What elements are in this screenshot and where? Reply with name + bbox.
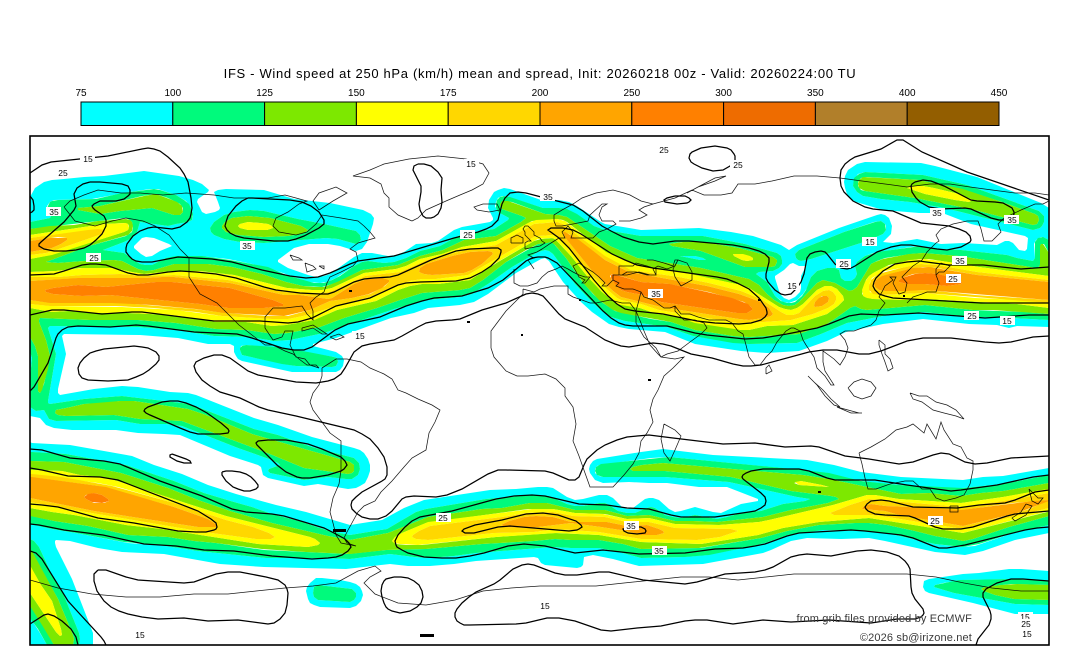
svg-text:25: 25 — [463, 230, 473, 240]
svg-text:450: 450 — [991, 88, 1008, 99]
svg-text:25: 25 — [438, 513, 448, 523]
svg-text:IFS - Wind speed at 250 hPa (k: IFS - Wind speed at 250 hPa (km/h) mean … — [224, 66, 857, 81]
svg-text:15: 15 — [135, 630, 145, 640]
svg-text:25: 25 — [1021, 619, 1031, 629]
svg-text:25: 25 — [967, 311, 977, 321]
svg-text:15: 15 — [1020, 612, 1030, 622]
svg-text:35: 35 — [543, 192, 553, 202]
svg-text:15: 15 — [466, 159, 476, 169]
svg-text:400: 400 — [899, 88, 916, 99]
svg-text:25: 25 — [58, 168, 68, 178]
svg-text:35: 35 — [242, 241, 252, 251]
svg-text:25: 25 — [89, 253, 99, 263]
svg-text:15: 15 — [787, 281, 797, 291]
svg-text:35: 35 — [651, 289, 661, 299]
svg-text:100: 100 — [164, 88, 181, 99]
svg-text:125: 125 — [256, 88, 273, 99]
svg-text:35: 35 — [654, 546, 664, 556]
svg-text:©2026 sb@irizone.net: ©2026 sb@irizone.net — [860, 632, 972, 644]
svg-text:15: 15 — [355, 331, 365, 341]
svg-text:300: 300 — [715, 88, 732, 99]
svg-text:35: 35 — [955, 256, 965, 266]
svg-text:200: 200 — [532, 88, 549, 99]
svg-text:15: 15 — [83, 154, 93, 164]
svg-text:25: 25 — [839, 259, 849, 269]
svg-text:15: 15 — [540, 601, 550, 611]
svg-text:from grib files provided by EC: from grib files provided by ECMWF — [797, 613, 973, 625]
svg-text:35: 35 — [49, 207, 59, 217]
svg-text:25: 25 — [930, 516, 940, 526]
svg-text:150: 150 — [348, 88, 365, 99]
svg-text:15: 15 — [1002, 316, 1012, 326]
svg-text:175: 175 — [440, 88, 457, 99]
svg-text:15: 15 — [865, 237, 875, 247]
svg-text:35: 35 — [932, 208, 942, 218]
svg-text:25: 25 — [659, 145, 669, 155]
svg-text:350: 350 — [807, 88, 824, 99]
svg-text:35: 35 — [1007, 215, 1017, 225]
svg-text:15: 15 — [1022, 629, 1032, 639]
svg-text:250: 250 — [623, 88, 640, 99]
svg-text:25: 25 — [733, 160, 743, 170]
svg-text:75: 75 — [75, 88, 87, 99]
svg-text:35: 35 — [626, 521, 636, 531]
svg-text:25: 25 — [948, 274, 958, 284]
